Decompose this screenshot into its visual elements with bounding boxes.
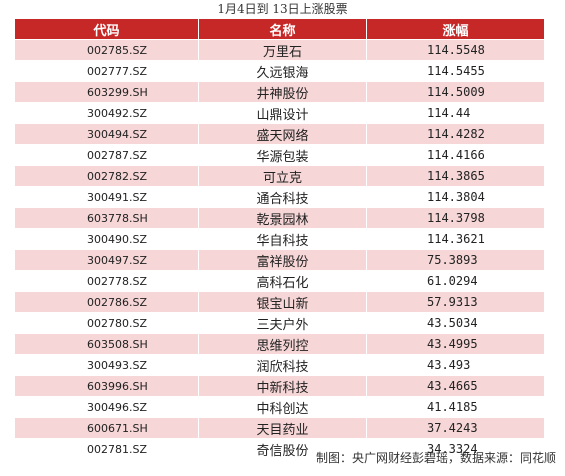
cell-code: 002785.SZ [14,39,199,61]
cell-change: 114.5548 [366,39,545,61]
table-row: 002781.SZ 奇信股份 34.3324 [14,438,545,460]
cell-name: 银宝山新 [198,291,367,313]
table-row: 300494.SZ 盛天网络 114.4282 [14,123,545,145]
table-row: 300490.SZ 华自科技 114.3621 [14,228,545,250]
cell-code: 300493.SZ [14,354,199,376]
cell-name: 中科创达 [198,396,367,418]
cell-code: 002778.SZ [14,270,199,292]
cell-name: 思维列控 [198,333,367,355]
cell-change: 61.0294 [366,270,545,292]
header-code: 代码 [14,18,199,40]
table-row: 002778.SZ 高科石化 61.0294 [14,270,545,292]
cell-name: 山鼎设计 [198,102,367,124]
table-row: 002787.SZ 华源包装 114.4166 [14,144,545,166]
cell-change: 75.3893 [366,249,545,271]
cell-code: 300492.SZ [14,102,199,124]
cell-code: 002780.SZ [14,312,199,334]
cell-change: 41.4185 [366,396,545,418]
cell-code: 300496.SZ [14,396,199,418]
cell-change: 43.5034 [366,312,545,334]
cell-code: 002782.SZ [14,165,199,187]
table-title: 1月4日到 13日上涨股票 [217,2,348,16]
cell-name: 三夫户外 [198,312,367,334]
table-row: 002780.SZ 三夫户外 43.5034 [14,312,545,334]
cell-code: 600671.SH [14,417,199,439]
cell-change: 37.4243 [366,417,545,439]
cell-name: 井神股份 [198,81,367,103]
header-row: 代码 名称 涨幅 [14,18,545,40]
table-row: 002786.SZ 银宝山新 57.9313 [14,291,545,313]
cell-code: 603778.SH [14,207,199,229]
cell-name: 中新科技 [198,375,367,397]
table-row: 603778.SH 乾景园林 114.3798 [14,207,545,229]
cell-name: 盛天网络 [198,123,367,145]
cell-change: 114.4282 [366,123,545,145]
table-header: 代码 名称 涨幅 [14,18,545,40]
cell-change: 43.493 [366,354,545,376]
cell-change: 114.3804 [366,186,545,208]
cell-name: 天目药业 [198,417,367,439]
header-name: 名称 [198,18,367,40]
cell-name: 奇信股份 [198,438,367,460]
cell-code: 603508.SH [14,333,199,355]
cell-code: 300491.SZ [14,186,199,208]
cell-code: 002786.SZ [14,291,199,313]
cell-name: 通合科技 [198,186,367,208]
table-row: 002782.SZ 可立克 114.3865 [14,165,545,187]
cell-change: 57.9313 [366,291,545,313]
cell-change: 114.5455 [366,60,545,82]
cell-code: 002777.SZ [14,60,199,82]
cell-name: 可立克 [198,165,367,187]
table-row: 603996.SH 中新科技 43.4665 [14,375,545,397]
cell-change: 114.5009 [366,81,545,103]
cell-name: 乾景园林 [198,207,367,229]
source-footer: 制图：央广网财经彭碧瑶，数据来源：同花顺 [315,451,556,465]
cell-code: 300497.SZ [14,249,199,271]
cell-change: 34.3324 [366,438,545,460]
cell-code: 002787.SZ [14,144,199,166]
cell-code: 300490.SZ [14,228,199,250]
cell-change: 114.3798 [366,207,545,229]
cell-name: 华源包装 [198,144,367,166]
cell-change: 114.44 [366,102,545,124]
cell-code: 300494.SZ [14,123,199,145]
cell-name: 富祥股份 [198,249,367,271]
table-row: 300496.SZ 中科创达 41.4185 [14,396,545,418]
cell-code: 603996.SH [14,375,199,397]
table-row: 300491.SZ 通合科技 114.3804 [14,186,545,208]
cell-code: 603299.SH [14,81,199,103]
cell-change: 114.4166 [366,144,545,166]
cell-name: 高科石化 [198,270,367,292]
table-row: 300492.SZ 山鼎设计 114.44 [14,102,545,124]
header-change: 涨幅 [366,18,545,40]
table-row: 300493.SZ 润欣科技 43.493 [14,354,545,376]
table-row: 300497.SZ 富祥股份 75.3893 [14,249,545,271]
cell-name: 万里石 [198,39,367,61]
table-body: 002785.SZ 万里石 114.5548 002777.SZ 久远银海 114.545… [14,39,545,460]
gainers-table: 代码 名称 涨幅 002785.SZ 万里石 114.5548 002777.SZ 久远… [14,18,545,460]
cell-name: 润欣科技 [198,354,367,376]
cell-change: 43.4995 [366,333,545,355]
table-row: 603508.SH 思维列控 43.4995 [14,333,545,355]
table-row: 600671.SH 天目药业 37.4243 [14,417,545,439]
cell-code: 002781.SZ [14,438,199,460]
cell-name: 华自科技 [198,228,367,250]
cell-name: 久远银海 [198,60,367,82]
table-row: 002777.SZ 久远银海 114.5455 [14,60,545,82]
cell-change: 114.3865 [366,165,545,187]
table-row: 603299.SH 井神股份 114.5009 [14,81,545,103]
cell-change: 43.4665 [366,375,545,397]
cell-change: 114.3621 [366,228,545,250]
table-row: 002785.SZ 万里石 114.5548 [14,39,545,61]
